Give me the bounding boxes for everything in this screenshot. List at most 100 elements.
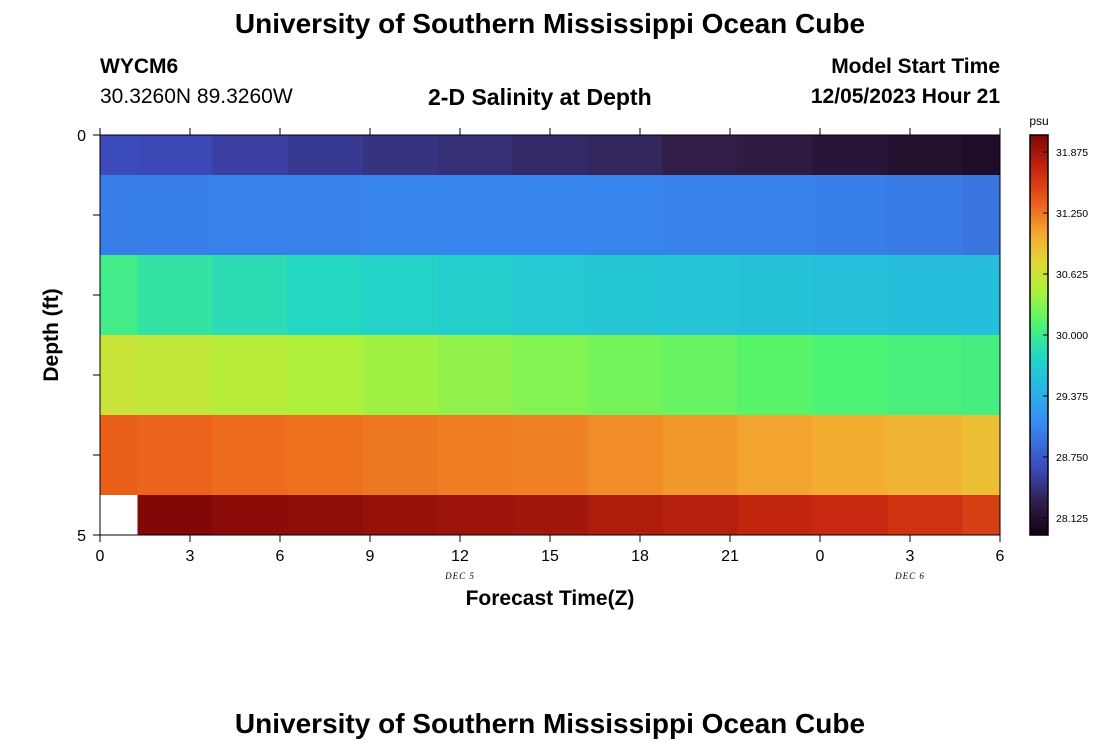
heatmap-cell [512, 335, 588, 416]
x-tick-label: 0 [816, 548, 825, 565]
heatmap-cell [437, 255, 513, 336]
heatmap-cell [100, 135, 138, 176]
heatmap-cell [587, 415, 663, 496]
heatmap-cell [587, 255, 663, 336]
colorbar-tick-label: 30.000 [1056, 330, 1088, 342]
heatmap-cell [437, 415, 513, 496]
x-tick-label: 12 [451, 548, 469, 565]
heatmap-cell [437, 175, 513, 256]
x-axis-label: Forecast Time(Z) [466, 587, 635, 610]
heatmap-cell [887, 415, 963, 496]
chart-title: 2-D Salinity at Depth [428, 84, 652, 110]
heatmap-cell [212, 415, 288, 496]
colorbar-tick-label: 28.750 [1056, 452, 1088, 464]
heatmap-cell [737, 175, 813, 256]
heatmap-cell [287, 175, 363, 256]
heatmap-cell [287, 135, 363, 176]
heatmap-cell [887, 175, 963, 256]
heatmap-cell [662, 255, 738, 336]
x-tick-label: 3 [906, 548, 915, 565]
heatmap-cell [662, 175, 738, 256]
x-tick-label: 21 [721, 548, 739, 565]
heatmap-cell [512, 135, 588, 176]
heatmap-cell [587, 495, 663, 536]
x-tick-label: 15 [541, 548, 559, 565]
heatmap-cell [887, 135, 963, 176]
x-tick-label: 3 [186, 548, 195, 565]
x-tick-label: 9 [366, 548, 375, 565]
heatmap-cell [212, 495, 288, 536]
heatmap-cell [812, 175, 888, 256]
heatmap-cell [662, 335, 738, 416]
heatmap-cell [362, 415, 438, 496]
heatmap-cell [362, 495, 438, 536]
station-id: WYCM6 [100, 55, 179, 78]
heatmap-cell [662, 135, 738, 176]
heatmap-cell [962, 415, 1001, 496]
heatmap-cell [100, 255, 138, 336]
heatmap-cell [737, 335, 813, 416]
heatmap-cell [100, 415, 138, 496]
heatmap-cell [737, 415, 813, 496]
heatmap-cell [362, 335, 438, 416]
heatmap-cell [812, 135, 888, 176]
heatmap-cell [737, 255, 813, 336]
heatmap-cell [362, 175, 438, 256]
heatmap-cell [512, 495, 588, 536]
heatmap-cell [887, 495, 963, 536]
heatmap-cell [962, 175, 1001, 256]
heatmap-cell [962, 335, 1001, 416]
heatmap-cell [287, 415, 363, 496]
heatmap-cell [362, 255, 438, 336]
heatmap-cell [212, 335, 288, 416]
heatmap-cell [812, 335, 888, 416]
colorbar-tick-label: 30.625 [1056, 269, 1088, 281]
heatmap-cell [737, 135, 813, 176]
heatmap-cell [100, 495, 138, 536]
station-coordinates: 30.3260N 89.3260W [100, 85, 293, 108]
heatmap-cell [137, 415, 213, 496]
heatmap-cell [512, 255, 588, 336]
heatmap-cell [887, 335, 963, 416]
heatmap-cell [362, 135, 438, 176]
heatmap-cell [587, 135, 663, 176]
model-start-label: Model Start Time [831, 55, 1000, 78]
heatmap-cell [212, 255, 288, 336]
heatmap-cell [100, 335, 138, 416]
heatmap-cell [287, 255, 363, 336]
heatmap-cell [587, 335, 663, 416]
heatmap-cell [137, 495, 213, 536]
heatmap-cell [962, 495, 1001, 536]
heatmap-cell [137, 135, 213, 176]
heatmap-cell [812, 255, 888, 336]
colorbar-tick-label: 31.250 [1056, 208, 1088, 220]
x-tick-label: 6 [996, 548, 1005, 565]
colorbar-unit: psu [1029, 114, 1048, 128]
heatmap-cell [512, 175, 588, 256]
model-start-value: 12/05/2023 Hour 21 [810, 85, 1000, 108]
colorbar-tick-label: 31.875 [1056, 147, 1088, 159]
heatmap-cell [662, 415, 738, 496]
y-tick-label: 0 [77, 128, 86, 145]
heatmap-cell [812, 415, 888, 496]
x-tick-label: 6 [276, 548, 285, 565]
y-axis-label: Depth (ft) [40, 288, 63, 381]
colorbar-tick-label: 29.375 [1056, 391, 1088, 403]
heatmap-cell [962, 255, 1001, 336]
heatmap-cell [962, 135, 1001, 176]
date-label: DEC 5 [444, 571, 475, 581]
date-label: DEC 6 [894, 571, 925, 581]
heatmap-cell [137, 255, 213, 336]
heatmap-cell [662, 495, 738, 536]
page-title: University of Southern Mississippi Ocean… [234, 8, 866, 39]
x-tick-label: 18 [631, 548, 649, 565]
heatmap-cell [437, 335, 513, 416]
heatmap-cell [137, 175, 213, 256]
heatmap-cell [437, 135, 513, 176]
colorbar-tick-label: 28.125 [1056, 513, 1088, 525]
y-tick-label: 5 [77, 528, 86, 545]
heatmap-cell [587, 175, 663, 256]
heatmap-cell [212, 175, 288, 256]
heatmap-cell [737, 495, 813, 536]
